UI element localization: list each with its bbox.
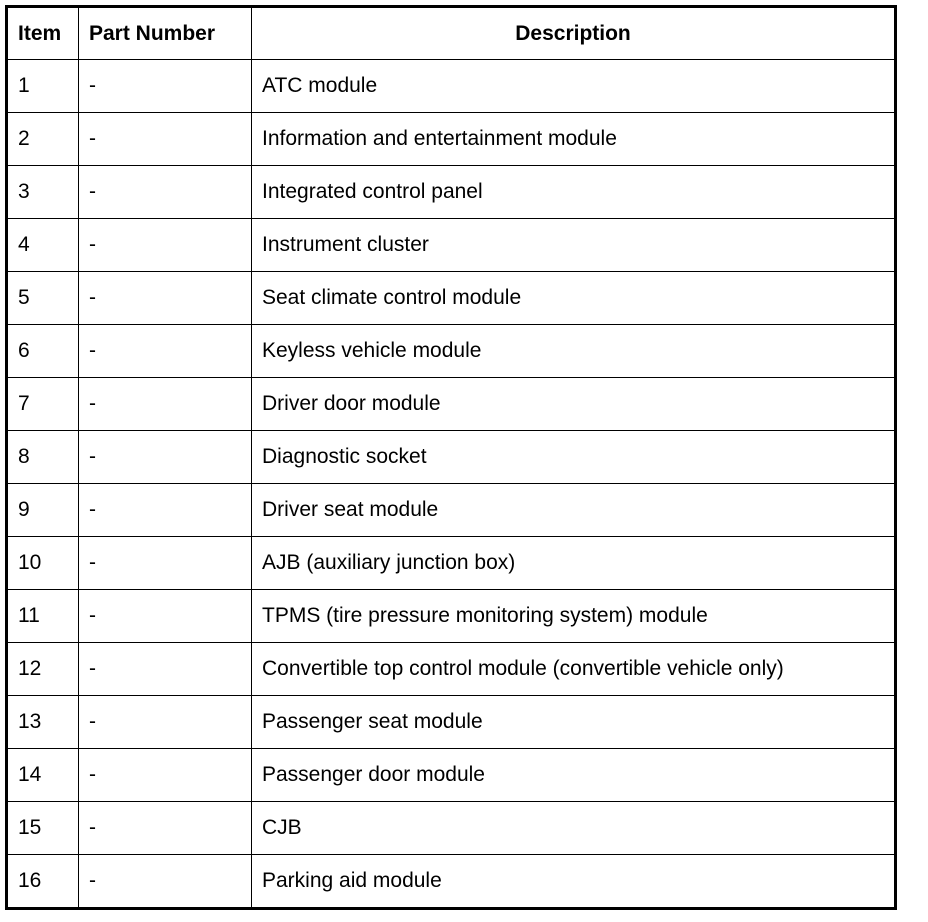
item-cell: 11 [6, 589, 79, 643]
table-row: 8- Diagnostic socket [6, 430, 896, 484]
item-cell: 9 [6, 483, 79, 537]
description-cell: ATC module [251, 59, 896, 113]
part-number-cell: - [78, 642, 252, 696]
header-description: Description [251, 6, 896, 60]
item-cell: 16 [6, 854, 79, 909]
item-cell: 2 [6, 112, 79, 166]
part-number-cell: - [78, 536, 252, 590]
item-cell: 8 [6, 430, 79, 484]
part-number-cell: - [78, 112, 252, 166]
description-cell: TPMS (tire pressure monitoring system) m… [251, 589, 896, 643]
part-number-cell: - [78, 324, 252, 378]
description-cell: Keyless vehicle module [251, 324, 896, 378]
item-cell: 15 [6, 801, 79, 855]
part-number-cell: - [78, 748, 252, 802]
description-cell: Information and entertainment module [251, 112, 896, 166]
table-row: 16- Parking aid module [6, 854, 896, 909]
table-row: 4- Instrument cluster [6, 218, 896, 272]
item-cell: 6 [6, 324, 79, 378]
description-cell: Passenger seat module [251, 695, 896, 749]
table-row: 3- Integrated control panel [6, 165, 896, 219]
part-number-cell: - [78, 589, 252, 643]
parts-table: Item Part Number Description 1- ATC modul… [5, 5, 897, 910]
table-row: 1- ATC module [6, 59, 896, 113]
description-cell: Seat climate control module [251, 271, 896, 325]
part-number-cell: - [78, 165, 252, 219]
item-cell: 13 [6, 695, 79, 749]
table-row: 14- Passenger door module [6, 748, 896, 802]
table-row: 6- Keyless vehicle module [6, 324, 896, 378]
table-row: 11- TPMS (tire pressure monitoring system… [6, 589, 896, 643]
part-number-cell: - [78, 430, 252, 484]
description-cell: CJB [251, 801, 896, 855]
description-cell: Passenger door module [251, 748, 896, 802]
item-cell: 3 [6, 165, 79, 219]
item-cell: 14 [6, 748, 79, 802]
item-cell: 7 [6, 377, 79, 431]
header-row: Item Part Number Description [6, 6, 896, 60]
description-cell: Integrated control panel [251, 165, 896, 219]
part-number-cell: - [78, 483, 252, 537]
item-cell: 10 [6, 536, 79, 590]
part-number-cell: - [78, 271, 252, 325]
part-number-cell: - [78, 377, 252, 431]
table-row: 10- AJB (auxiliary junction box) [6, 536, 896, 590]
item-cell: 4 [6, 218, 79, 272]
table-row: 12- Convertible top control module (conve… [6, 642, 896, 696]
table-row: 5- Seat climate control module [6, 271, 896, 325]
item-cell: 12 [6, 642, 79, 696]
table-row: 9- Driver seat module [6, 483, 896, 537]
part-number-cell: - [78, 801, 252, 855]
description-cell: Driver door module [251, 377, 896, 431]
description-cell: Instrument cluster [251, 218, 896, 272]
table-row: 15- CJB [6, 801, 896, 855]
part-number-cell: - [78, 854, 252, 909]
description-cell: Parking aid module [251, 854, 896, 909]
header-item: Item [6, 6, 79, 60]
table-row: 2- Information and entertainment module [6, 112, 896, 166]
description-cell: AJB (auxiliary junction box) [251, 536, 896, 590]
item-cell: 1 [6, 59, 79, 113]
part-number-cell: - [78, 59, 252, 113]
header-part-number: Part Number [78, 6, 252, 60]
item-cell: 5 [6, 271, 79, 325]
table-row: 13- Passenger seat module [6, 695, 896, 749]
part-number-cell: - [78, 695, 252, 749]
description-cell: Driver seat module [251, 483, 896, 537]
table-row: 7- Driver door module [6, 377, 896, 431]
part-number-cell: - [78, 218, 252, 272]
description-cell: Diagnostic socket [251, 430, 896, 484]
description-cell: Convertible top control module (converti… [251, 642, 896, 696]
